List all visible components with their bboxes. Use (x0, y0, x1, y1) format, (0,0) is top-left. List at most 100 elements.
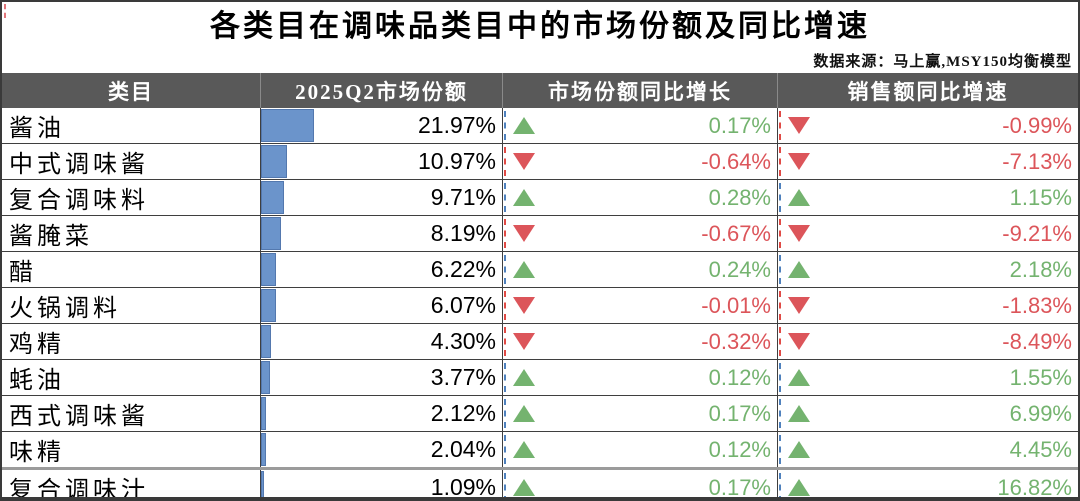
category-cell: 酱油 (2, 108, 260, 143)
up-triangle-icon (513, 189, 535, 206)
sales-yoy-value: 2.18% (1009, 256, 1072, 282)
category-cell: 复合调味料 (2, 180, 260, 215)
sales-yoy-cell: -7.13% (777, 144, 1078, 179)
share-yoy-axis-sliver (504, 183, 506, 212)
share-value: 9.71% (430, 184, 496, 210)
category-label: 中式调味酱 (9, 152, 149, 178)
category-cell: 酱腌菜 (2, 216, 260, 251)
share-yoy-cell: -0.67% (502, 216, 777, 251)
sales-yoy-cell: 16.82% (777, 470, 1078, 497)
category-cell: 复合调味汁 (2, 470, 260, 497)
category-cell: 火锅调料 (2, 288, 260, 323)
down-triangle-icon (788, 297, 810, 314)
share-yoy-cell: 0.24% (502, 252, 777, 287)
share-data-bar (261, 433, 266, 466)
up-triangle-icon (788, 479, 810, 496)
down-triangle-icon (513, 297, 535, 314)
sales-yoy-value: 4.45% (1009, 436, 1072, 462)
table-row: 酱油 21.97% 0.17% -0.99% (2, 108, 1078, 143)
category-cell: 西式调味酱 (2, 396, 260, 431)
share-data-bar (261, 471, 264, 497)
share-yoy-value: 0.12% (708, 436, 771, 462)
category-cell: 鸡精 (2, 324, 260, 359)
share-value: 2.04% (430, 436, 496, 462)
share-data-bar (261, 181, 285, 214)
up-triangle-icon (513, 261, 535, 278)
sales-yoy-value: -0.99% (1002, 112, 1072, 138)
share-yoy-value: 0.12% (708, 364, 771, 390)
share-cell: 8.19% (260, 216, 502, 251)
category-label: 味精 (9, 440, 65, 466)
sales-yoy-cell: -0.99% (777, 108, 1078, 143)
share-yoy-axis-sliver (504, 327, 506, 356)
share-cell: 4.30% (260, 324, 502, 359)
sales-yoy-cell: 1.55% (777, 360, 1078, 395)
up-triangle-icon (513, 369, 535, 386)
share-value: 6.22% (430, 256, 496, 282)
share-yoy-cell: -0.64% (502, 144, 777, 179)
share-value: 1.09% (430, 474, 496, 500)
sales-yoy-value: -9.21% (1002, 220, 1072, 246)
share-cell: 2.04% (260, 432, 502, 467)
category-cell: 味精 (2, 432, 260, 467)
up-triangle-icon (788, 441, 810, 458)
share-yoy-axis-sliver (504, 111, 506, 140)
share-yoy-value: -0.32% (701, 328, 771, 354)
share-value: 10.97% (417, 148, 496, 174)
share-data-bar (261, 145, 288, 178)
header-share-yoy-growth: 市场份额同比增长 (502, 73, 777, 108)
up-triangle-icon (513, 117, 535, 134)
share-data-bar (261, 109, 314, 142)
share-data-bar (261, 217, 281, 250)
share-value: 3.77% (430, 364, 496, 390)
sales-yoy-axis-sliver (779, 291, 781, 320)
share-yoy-axis-sliver (504, 399, 506, 428)
sales-yoy-axis-sliver (779, 473, 781, 497)
header-category: 类目 (108, 79, 154, 104)
share-yoy-cell: 0.17% (502, 396, 777, 431)
share-yoy-cell: 0.12% (502, 360, 777, 395)
category-label: 蚝油 (9, 368, 65, 394)
sales-yoy-value: -1.83% (1002, 292, 1072, 318)
table-row: 蚝油 3.77% 0.12% 1.55% (2, 359, 1078, 395)
sales-yoy-cell: 4.45% (777, 432, 1078, 467)
share-cell: 2.12% (260, 396, 502, 431)
table-row: 味精 2.04% 0.12% 4.45% (2, 431, 1078, 467)
down-triangle-icon (788, 117, 810, 134)
category-label: 火锅调料 (9, 296, 121, 322)
sales-yoy-axis-sliver (779, 219, 781, 248)
share-yoy-value: 0.24% (708, 256, 771, 282)
share-cell: 6.22% (260, 252, 502, 287)
table-header-row: 类目 2025Q2市场份额 市场份额同比增长 销售额同比增速 (2, 73, 1078, 108)
table-row: 鸡精 4.30% -0.32% -8.49% (2, 323, 1078, 359)
sales-yoy-cell: -8.49% (777, 324, 1078, 359)
table-row: 复合调味汁 1.09% 0.17% 16.82% (2, 467, 1078, 500)
sales-yoy-axis-sliver (779, 255, 781, 284)
sales-yoy-value: 6.99% (1009, 400, 1072, 426)
share-value: 21.97% (417, 112, 496, 138)
share-cell: 6.07% (260, 288, 502, 323)
share-yoy-cell: -0.32% (502, 324, 777, 359)
share-cell: 9.71% (260, 180, 502, 215)
share-value: 4.30% (430, 328, 496, 354)
category-cell: 蚝油 (2, 360, 260, 395)
sales-yoy-value: 1.15% (1009, 184, 1072, 210)
share-yoy-axis-sliver (504, 219, 506, 248)
share-yoy-axis-sliver (504, 473, 506, 497)
sales-yoy-axis-sliver (779, 111, 781, 140)
down-triangle-icon (513, 153, 535, 170)
share-cell: 10.97% (260, 144, 502, 179)
sales-yoy-value: -8.49% (1002, 328, 1072, 354)
up-triangle-icon (788, 261, 810, 278)
share-yoy-value: 0.28% (708, 184, 771, 210)
sales-yoy-axis-sliver (779, 435, 781, 464)
share-yoy-cell: -0.01% (502, 288, 777, 323)
share-yoy-cell: 0.12% (502, 432, 777, 467)
table-row: 醋 6.22% 0.24% 2.18% (2, 251, 1078, 287)
share-cell: 1.09% (260, 470, 502, 500)
table-row: 复合调味料 9.71% 0.28% 1.15% (2, 179, 1078, 215)
sales-yoy-axis-sliver (779, 399, 781, 428)
up-triangle-icon (788, 405, 810, 422)
down-triangle-icon (788, 225, 810, 242)
